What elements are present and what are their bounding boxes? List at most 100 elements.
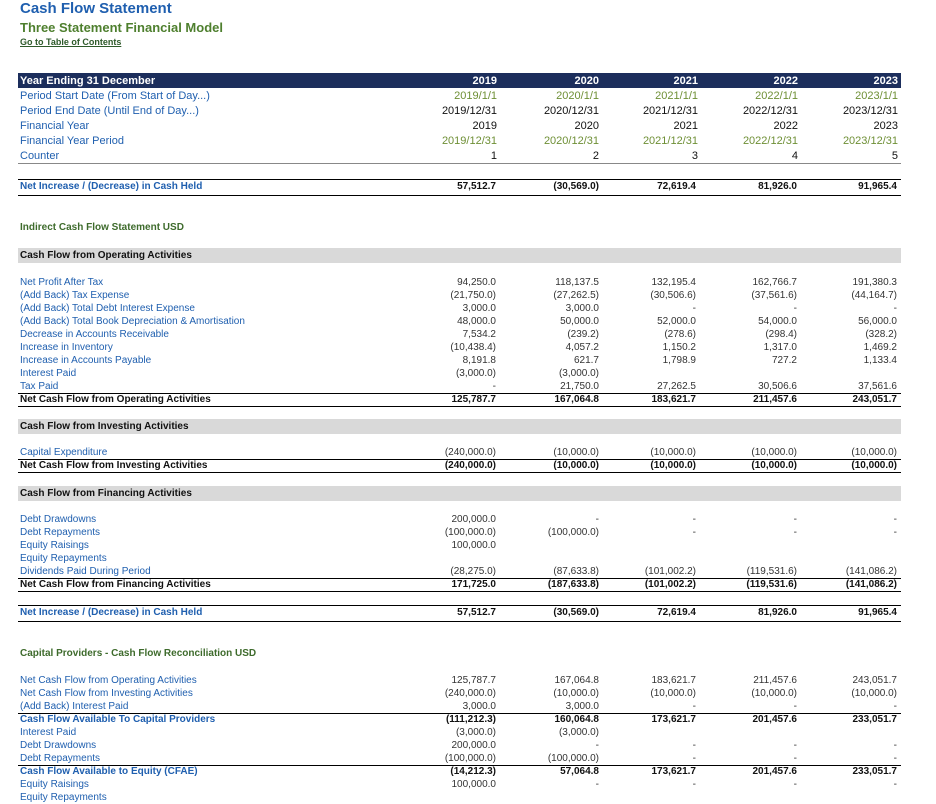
header-cell: 2020	[574, 75, 599, 87]
header-cell: 1	[490, 150, 497, 162]
row-cell: (10,000.0)	[851, 447, 897, 458]
row-cell: 1,133.4	[863, 355, 897, 366]
header-cell: 2023/12/31	[842, 105, 898, 117]
row-cell: 173,621.7	[651, 714, 697, 725]
header-cell: 2022/1/1	[755, 90, 798, 102]
total-cell: 171,725.0	[451, 579, 497, 590]
row-cell: 162,766.7	[752, 277, 798, 288]
table-row: Net Profit After Tax 94,250.0 118,137.5 132…	[0, 276, 936, 289]
row-cell: -	[692, 753, 696, 764]
row-cell: -	[893, 303, 897, 314]
table-row: Interest Paid (3,000.0) (3,000.0)	[0, 367, 936, 380]
header-cell: 5	[891, 150, 898, 162]
row-cell: 233,051.7	[852, 714, 898, 725]
net-increase-cell: 57,512.7	[457, 607, 496, 618]
table-row: Capital Expenditure (240,000.0) (10,000.0)…	[0, 446, 936, 459]
row-cell: -	[692, 740, 696, 751]
row-cell: (3,000.0)	[455, 368, 496, 379]
row-cell: 4,057.2	[565, 342, 599, 353]
row-cell: -	[692, 303, 696, 314]
row-cell: -	[692, 701, 696, 712]
total-cell: (187,633.8)	[547, 579, 599, 590]
row-label: Increase in Accounts Payable	[20, 355, 152, 366]
row-cell: -	[793, 527, 797, 538]
row-cell: 3,000.0	[565, 303, 599, 314]
total-cell: (10,000.0)	[851, 460, 897, 471]
subtotal-line	[18, 578, 901, 579]
row-cell: 37,561.6	[858, 381, 897, 392]
header-cell: 2023/12/31	[842, 135, 898, 147]
table-row: Dividends Paid During Period (28,275.0) (8…	[0, 565, 936, 578]
financing-band: Cash Flow from Financing Activities	[18, 486, 901, 501]
table-row: Net Cash Flow from Investing Activities (…	[0, 687, 936, 700]
net-increase-cell: (30,569.0)	[553, 181, 599, 192]
header-cell: 2019	[472, 120, 497, 132]
divider	[18, 163, 901, 164]
table-row: (Add Back) Interest Paid 3,000.0 3,000.0 - -…	[0, 700, 936, 713]
row-cell: 243,051.7	[852, 675, 898, 686]
row-cell: 200,000.0	[451, 740, 497, 751]
table-row: Debt Repayments (100,000.0) (100,000.0) - - -	[0, 752, 936, 765]
header-cell: 2019/12/31	[441, 135, 497, 147]
row-cell: 1,317.0	[763, 342, 797, 353]
row-cell: 100,000.0	[451, 540, 497, 551]
row-label: Debt Drawdowns	[20, 514, 97, 525]
net-increase-cell: 72,619.4	[657, 607, 696, 618]
row-label: (Add Back) Tax Expense	[20, 290, 130, 301]
row-cell: 30,506.6	[758, 381, 797, 392]
row-cell: (278.6)	[664, 329, 696, 340]
subtotal-line	[18, 713, 901, 714]
row-label: Debt Repayments	[20, 753, 101, 764]
row-label: Net Cash Flow from Investing Activities	[20, 688, 193, 699]
net-increase-cell: 91,965.4	[858, 607, 897, 618]
row-cell: 201,457.6	[752, 766, 798, 777]
header-row: Financial Year Period 2019/12/31 2020/12/3…	[0, 134, 936, 149]
header-row-label: Period End Date (Until End of Day...)	[20, 105, 199, 117]
subtotal-line	[18, 765, 901, 766]
row-label: Equity Raisings	[20, 540, 89, 551]
header-cell: 2021/12/31	[642, 105, 698, 117]
header-cell: 2020	[574, 120, 599, 132]
row-cell: -	[595, 740, 599, 751]
row-cell: -	[595, 514, 599, 525]
row-label: (Add Back) Interest Paid	[20, 701, 129, 712]
total-cell: (10,000.0)	[751, 460, 797, 471]
net-increase-label: Net Increase / (Decrease) in Cash Held	[20, 181, 203, 192]
row-cell: (328.2)	[865, 329, 897, 340]
row-cell: 118,137.5	[555, 277, 599, 288]
row-cell: 183,621.7	[651, 675, 697, 686]
row-cell: -	[793, 740, 797, 751]
total-row: Net Cash Flow from Operating Activities 1…	[0, 393, 936, 406]
investing-band: Cash Flow from Investing Activities	[18, 419, 901, 434]
row-cell: 727.2	[771, 355, 797, 366]
row-label: Tax Paid	[20, 381, 59, 392]
divider	[18, 605, 901, 606]
table-row: Decrease in Accounts Receivable 7,534.2 (2…	[0, 328, 936, 341]
row-cell: (101,002.2)	[644, 566, 696, 577]
row-cell: 1,798.9	[662, 355, 696, 366]
row-label: Net Profit After Tax	[20, 277, 104, 288]
header-cell: 2021	[673, 75, 698, 87]
row-cell: 3,000.0	[462, 303, 496, 314]
header-row-label: Counter	[20, 150, 60, 162]
row-cell: 167,064.8	[554, 675, 600, 686]
total-cell: 167,064.8	[554, 394, 600, 405]
row-cell: (100,000.0)	[444, 527, 496, 538]
row-cell: 48,000.0	[457, 316, 496, 327]
row-cell: -	[893, 514, 897, 525]
row-cell: 211,457.6	[753, 675, 797, 686]
row-cell: 7,534.2	[462, 329, 496, 340]
header-cell: 2022/12/31	[742, 105, 798, 117]
row-label: Dividends Paid During Period	[20, 566, 151, 577]
header-cell: 2020/12/31	[543, 105, 599, 117]
total-row: Net Cash Flow from Investing Activities (…	[0, 459, 936, 472]
toc-link[interactable]: Go to Table of Contents	[20, 37, 122, 47]
total-underline	[18, 406, 901, 407]
financing-band-label: Cash Flow from Financing Activities	[20, 488, 192, 499]
row-cell: (10,000.0)	[553, 688, 599, 699]
row-label: Equity Repayments	[20, 553, 107, 564]
row-cell: (119,531.6)	[746, 566, 797, 577]
row-cell: (3,000.0)	[558, 368, 599, 379]
investing-band-label: Cash Flow from Investing Activities	[20, 421, 189, 432]
table-row: Equity Raisings 100,000.0	[0, 539, 936, 552]
